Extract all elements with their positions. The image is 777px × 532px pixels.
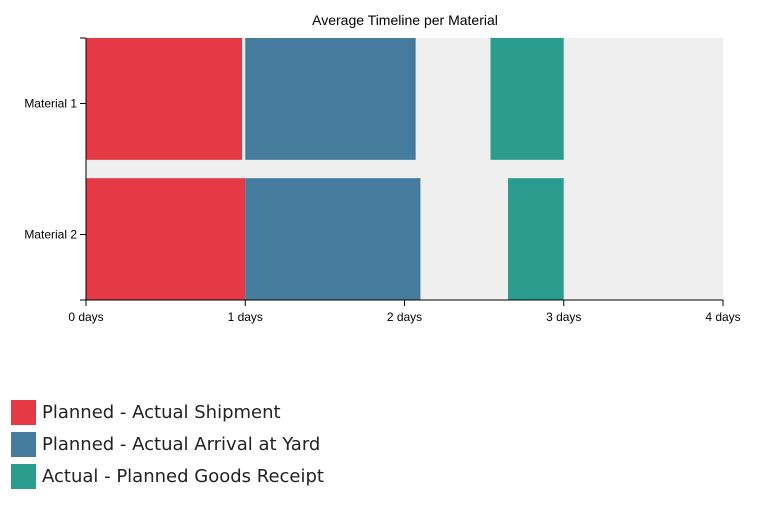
bar-segments [86,38,564,300]
x-tick-label: 2 days [387,310,422,324]
x-tick-label: 0 days [68,310,103,324]
bar-segment-series-2-material-2 [245,178,421,300]
legend-label: Actual - Planned Goods Receipt [42,465,324,487]
legend-label: Planned - Actual Arrival at Yard [42,433,321,455]
legend-swatch [11,399,36,425]
legend-swatch [11,431,36,457]
y-tick-label: Material 2 [24,228,77,242]
bar-segment-series-1-material-1 [86,38,243,160]
bar-segment-series-3-material-1 [490,38,564,160]
y-tick-label: Material 1 [24,97,77,111]
legend-swatch [11,463,36,489]
legend-item: Planned - Actual Shipment [11,396,324,428]
x-tick-label: 1 days [228,310,263,324]
legend-label: Planned - Actual Shipment [42,401,281,423]
x-tick-label: 4 days [705,310,740,324]
bar-segment-series-3-material-2 [508,178,564,300]
legend-item: Planned - Actual Arrival at Yard [11,428,324,460]
y-axis: Material 1 Material 2 [24,37,87,301]
bar-segment-series-1-material-2 [86,178,246,300]
chart-title: Average Timeline per Material [312,12,498,28]
timeline-chart: Average Timeline per Material Material 1… [24,12,741,324]
x-axis: 0 days 1 days 2 days 3 days 4 days [68,299,741,324]
x-tick-label: 3 days [546,310,581,324]
legend: Planned - Actual Shipment Planned - Actua… [11,396,324,492]
legend-item: Actual - Planned Goods Receipt [11,460,324,492]
bar-segment-series-2-material-1 [245,38,416,160]
